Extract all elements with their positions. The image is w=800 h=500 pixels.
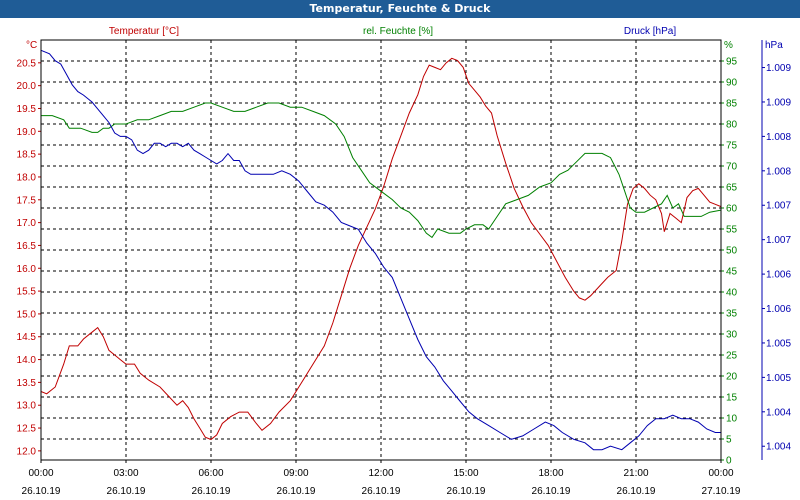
- plot-frame: [40, 39, 722, 461]
- humidity-tick-label: 0: [726, 456, 732, 467]
- humidity-tick-label: 40: [726, 288, 738, 299]
- pressure-axis-ticks: 1.009 1.009 1.008 1.008 1.007 1.007 1.006 1.006…: [761, 40, 791, 460]
- humidity-tick-label: 25: [726, 351, 738, 362]
- humidity-tick-label: 60: [726, 204, 738, 215]
- temperature-tick-label: 12.5: [17, 424, 37, 435]
- date-tick-label: 26.10.19: [277, 486, 316, 497]
- date-tick-label: 26.10.19: [22, 486, 61, 497]
- humidity-unit-label: %: [724, 40, 733, 51]
- pressure-legend: Druck [hPa]: [624, 26, 676, 37]
- temperature-tick-label: 20.5: [17, 58, 37, 69]
- time-tick-label: 03:00: [113, 468, 138, 479]
- temperature-tick-label: 12.0: [17, 446, 37, 457]
- time-tick-label: 15:00: [453, 468, 478, 479]
- pressure-tick-label: 1.004: [766, 442, 791, 453]
- pressure-tick-label: 1.009: [766, 97, 791, 108]
- temperature-tick-label: 19.0: [17, 127, 37, 138]
- pressure-unit-label: hPa: [765, 40, 783, 51]
- humidity-tick-label: 5: [726, 435, 732, 446]
- humidity-tick-label: 50: [726, 246, 738, 257]
- pressure-tick-label: 1.005: [766, 338, 791, 349]
- humidity-tick-label: 65: [726, 183, 738, 194]
- grid-lines: [41, 40, 721, 460]
- pressure-tick-label: 1.006: [766, 304, 791, 315]
- humidity-tick-label: 95: [726, 57, 738, 68]
- humidity-tick-label: 10: [726, 414, 738, 425]
- humidity-tick-label: 70: [726, 162, 738, 173]
- temperature-tick-label: 13.0: [17, 401, 37, 412]
- temperature-tick-label: 20.0: [17, 81, 37, 92]
- pressure-tick-label: 1.007: [766, 201, 791, 212]
- series-line-pressure: [40, 49, 721, 451]
- date-tick-label: 26.10.19: [192, 486, 231, 497]
- time-tick-label: 00:00: [28, 468, 53, 479]
- temperature-tick-label: 13.5: [17, 378, 37, 389]
- temperature-unit-label: °C: [26, 40, 37, 51]
- date-tick-label: 27.10.19: [702, 486, 741, 497]
- humidity-tick-label: 30: [726, 330, 738, 341]
- pressure-tick-label: 1.008: [766, 132, 791, 143]
- time-axis-ticks: 00:00 26.10.19 03:00 26.10.19 06:00 26.10.19 0…: [22, 460, 741, 497]
- temperature-tick-label: 17.5: [17, 195, 37, 206]
- temperature-tick-label: 16.0: [17, 264, 37, 275]
- humidity-tick-label: 55: [726, 225, 738, 236]
- time-tick-label: 06:00: [198, 468, 223, 479]
- pressure-tick-label: 1.007: [766, 235, 791, 246]
- pressure-tick-label: 1.008: [766, 166, 791, 177]
- pressure-tick-label: 1.006: [766, 270, 791, 281]
- date-tick-label: 26.10.19: [107, 486, 146, 497]
- date-tick-label: 26.10.19: [617, 486, 656, 497]
- humidity-tick-label: 75: [726, 141, 738, 152]
- humidity-tick-label: 35: [726, 309, 738, 320]
- humidity-legend: rel. Feuchte [%]: [363, 26, 433, 37]
- pressure-tick-label: 1.005: [766, 373, 791, 384]
- time-tick-label: 09:00: [283, 468, 308, 479]
- date-tick-label: 26.10.19: [532, 486, 571, 497]
- series-line-humidity: [41, 102, 722, 239]
- time-tick-label: 12:00: [368, 468, 393, 479]
- date-tick-label: 26.10.19: [362, 486, 401, 497]
- humidity-tick-label: 45: [726, 267, 738, 278]
- time-tick-label: 21:00: [623, 468, 648, 479]
- humidity-tick-label: 15: [726, 393, 738, 404]
- humidity-tick-label: 80: [726, 120, 738, 131]
- chart-area: 20.5 20.0 19.5 19.0 18.5 18.0 17.5 17.0 16.5 16.0…: [17, 26, 792, 497]
- temperature-legend: Temperatur [°C]: [109, 26, 179, 37]
- humidity-tick-label: 90: [726, 78, 738, 89]
- window-title: Temperatur, Feuchte & Druck: [0, 0, 800, 18]
- temperature-tick-label: 18.0: [17, 172, 37, 183]
- temperature-tick-label: 19.5: [17, 104, 37, 115]
- temperature-tick-label: 16.5: [17, 241, 37, 252]
- humidity-tick-label: 20: [726, 372, 738, 383]
- temperature-tick-label: 14.5: [17, 332, 37, 343]
- temperature-tick-label: 15.5: [17, 287, 37, 298]
- temperature-axis-ticks: 20.5 20.0 19.5 19.0 18.5 18.0 17.5 17.0 16.5 16.0…: [17, 58, 41, 457]
- pressure-tick-label: 1.009: [766, 63, 791, 74]
- temperature-tick-label: 18.5: [17, 150, 37, 161]
- temperature-tick-label: 17.0: [17, 218, 37, 229]
- series-line-temperature: [40, 57, 722, 441]
- pressure-tick-label: 1.004: [766, 407, 791, 418]
- temperature-tick-label: 15.0: [17, 309, 37, 320]
- time-tick-label: 18:00: [538, 468, 563, 479]
- date-tick-label: 26.10.19: [447, 486, 486, 497]
- temperature-tick-label: 14.0: [17, 355, 37, 366]
- series-lines: [40, 49, 722, 451]
- time-tick-label: 00:00: [708, 468, 733, 479]
- humidity-tick-label: 85: [726, 99, 738, 110]
